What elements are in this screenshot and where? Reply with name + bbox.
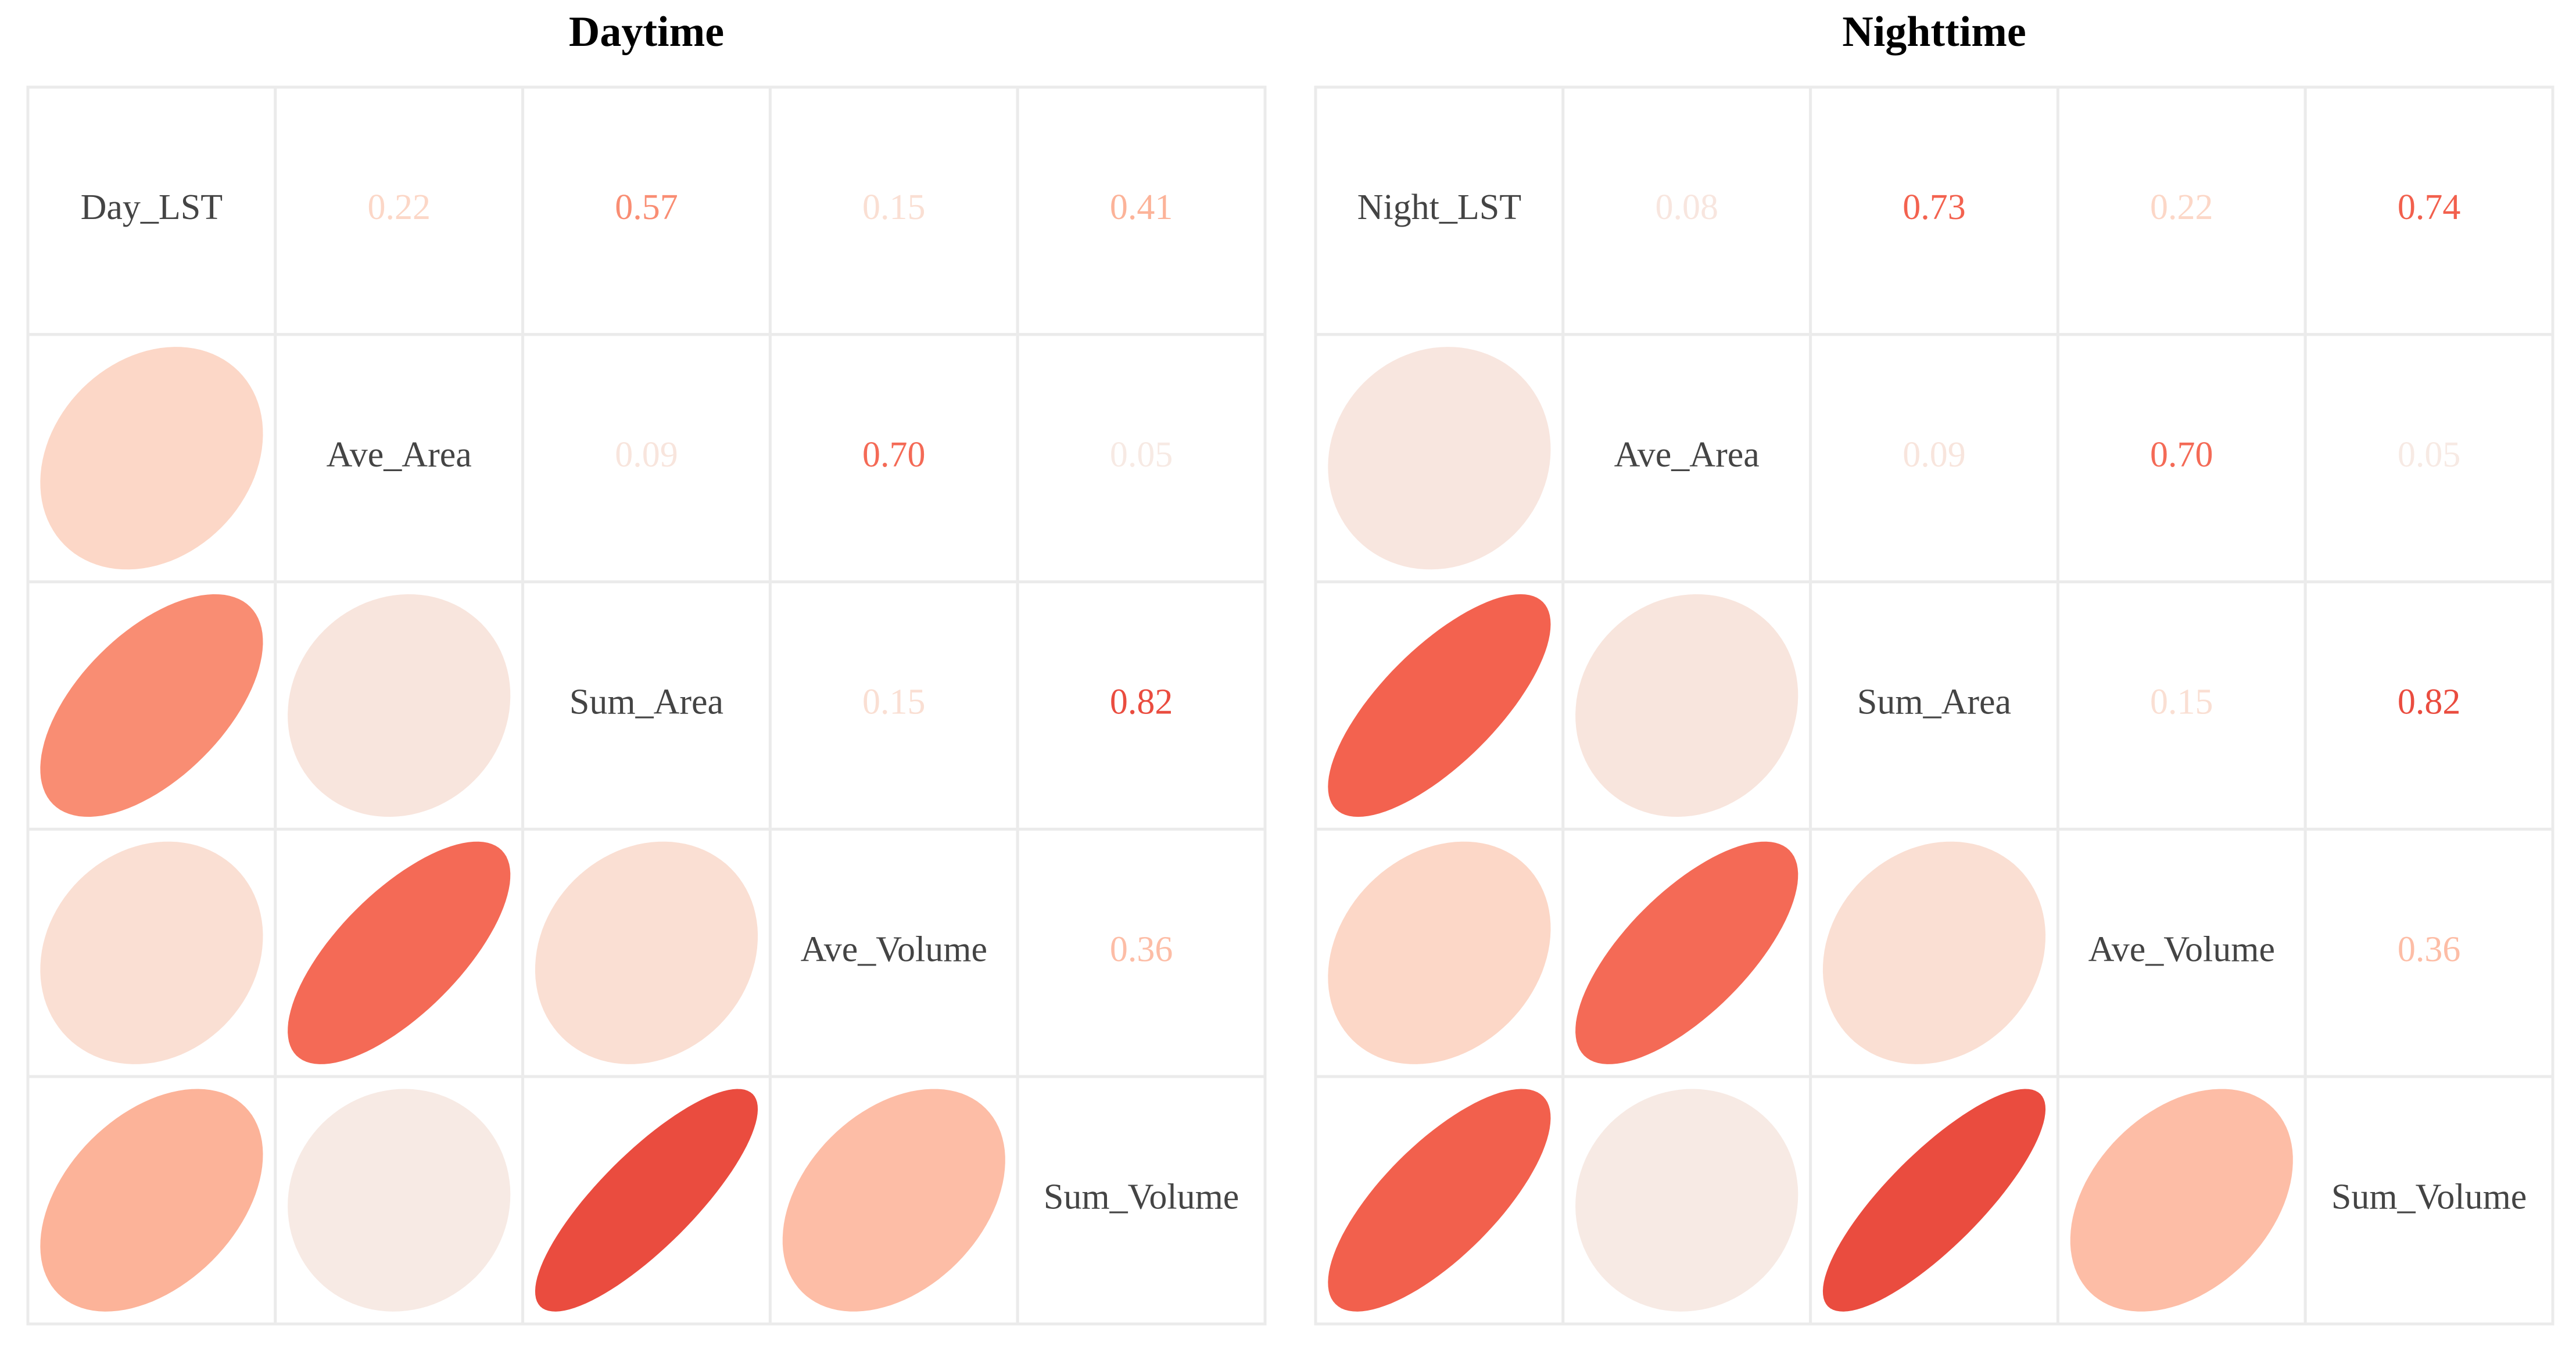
ellipse bbox=[535, 841, 758, 1064]
cell bbox=[2303, 333, 2554, 584]
ellipse bbox=[40, 841, 263, 1064]
chart-title: Daytime bbox=[569, 8, 724, 56]
cell bbox=[2303, 85, 2554, 336]
ellipse bbox=[2070, 1089, 2293, 1312]
value-label: 0.09 bbox=[615, 435, 678, 475]
cell bbox=[768, 85, 1019, 336]
value-label: 0.22 bbox=[367, 188, 431, 227]
value-label: 0.70 bbox=[862, 435, 926, 475]
value-label: 0.74 bbox=[2398, 188, 2461, 227]
cell bbox=[1314, 85, 1565, 336]
value-label: 0.73 bbox=[1903, 188, 1966, 227]
variable-label: Sum_Volume bbox=[2331, 1177, 2527, 1216]
ellipse bbox=[1822, 841, 2046, 1064]
ellipse bbox=[1328, 841, 1551, 1064]
ellipse bbox=[288, 841, 511, 1064]
variable-label: Sum_Area bbox=[1857, 683, 2011, 722]
value-label: 0.15 bbox=[862, 188, 926, 227]
variable-label: Ave_Volume bbox=[2088, 930, 2275, 970]
cell bbox=[1016, 85, 1267, 336]
ellipse bbox=[1575, 1089, 1798, 1312]
cell bbox=[1016, 827, 1267, 1078]
ellipse bbox=[40, 1089, 263, 1312]
cell bbox=[274, 85, 525, 336]
cell bbox=[521, 580, 772, 831]
cell bbox=[274, 333, 525, 584]
cell bbox=[1809, 580, 2059, 831]
value-label: 0.15 bbox=[862, 683, 926, 722]
ellipse bbox=[1328, 594, 1551, 817]
cell bbox=[768, 827, 1019, 1078]
cell bbox=[2303, 827, 2554, 1078]
ellipse bbox=[1575, 841, 1798, 1064]
cell bbox=[1016, 580, 1267, 831]
value-label: 0.57 bbox=[615, 188, 678, 227]
value-label: 0.36 bbox=[2398, 930, 2461, 970]
value-label: 0.41 bbox=[1110, 188, 1173, 227]
variable-label: Sum_Area bbox=[569, 683, 723, 722]
value-label: 0.08 bbox=[1655, 188, 1718, 227]
value-label: 0.36 bbox=[1110, 930, 1173, 970]
variable-label: Sum_Volume bbox=[1044, 1177, 1239, 1216]
cell bbox=[2303, 580, 2554, 831]
ellipse bbox=[535, 1089, 758, 1312]
ellipse bbox=[1328, 347, 1551, 570]
ellipse bbox=[1575, 594, 1798, 817]
variable-label: Ave_Area bbox=[327, 435, 472, 475]
cell bbox=[1016, 1075, 1267, 1326]
variable-label: Day_LST bbox=[81, 188, 223, 227]
cell bbox=[521, 85, 772, 336]
ellipse bbox=[288, 594, 511, 817]
ellipse bbox=[1822, 1089, 2046, 1312]
value-label: 0.15 bbox=[2150, 683, 2213, 722]
variable-label: Night_LST bbox=[1357, 188, 1521, 227]
value-label: 0.82 bbox=[1110, 683, 1173, 722]
ellipse bbox=[288, 1089, 511, 1312]
variable-label: Ave_Area bbox=[1614, 435, 1760, 475]
value-label: 0.22 bbox=[2150, 188, 2213, 227]
cell bbox=[521, 333, 772, 584]
value-label: 0.05 bbox=[1110, 435, 1173, 475]
cell bbox=[768, 333, 1019, 584]
cell bbox=[2056, 85, 2307, 336]
value-label: 0.05 bbox=[2398, 435, 2461, 475]
value-label: 0.70 bbox=[2150, 435, 2213, 475]
variable-label: Ave_Volume bbox=[801, 930, 987, 970]
chart-title: Nighttime bbox=[1842, 8, 2026, 56]
ellipse bbox=[40, 347, 263, 570]
cell bbox=[26, 85, 277, 336]
cell bbox=[2303, 1075, 2554, 1326]
cell bbox=[1809, 85, 2059, 336]
cell bbox=[2056, 580, 2307, 831]
ellipse bbox=[1328, 1089, 1551, 1312]
ellipse bbox=[40, 594, 263, 817]
value-label: 0.09 bbox=[1903, 435, 1966, 475]
cell bbox=[2056, 333, 2307, 584]
ellipse bbox=[782, 1089, 1005, 1312]
cell bbox=[1561, 333, 1812, 584]
value-label: 0.82 bbox=[2398, 683, 2461, 722]
